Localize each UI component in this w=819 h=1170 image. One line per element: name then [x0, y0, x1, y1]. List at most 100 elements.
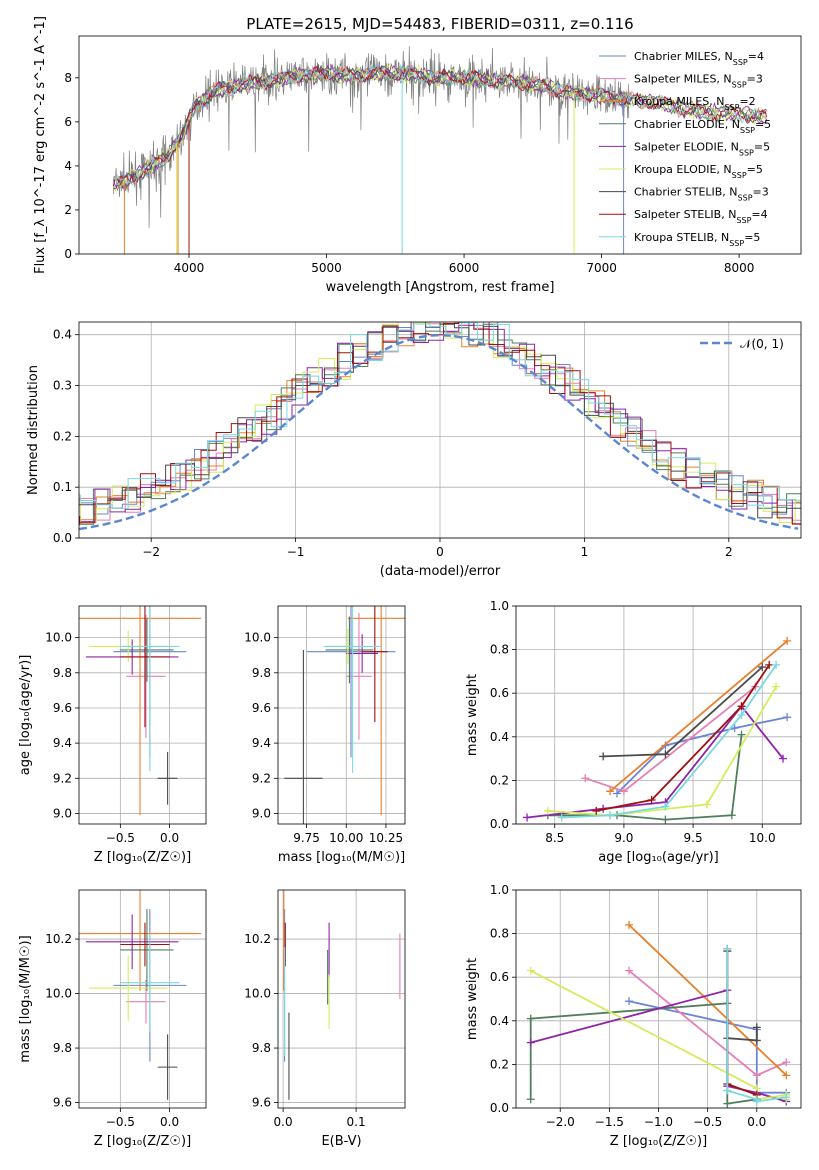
y-tick-label: 0.6	[490, 970, 509, 984]
weight-point-marker	[723, 1099, 732, 1108]
panels: 4000 5000 6000 7000 8000 0 2 4 6 8 wavelength [Ang…	[18, 16, 802, 1149]
axes-age_vs_Z: −0.5 0.0 9.0 9.2 9.4 9.6 9.8 10.0 Z [log₁₀(Z/Z☉)…	[18, 606, 206, 865]
y-tick-label: 9.6	[252, 1096, 271, 1110]
axes-residuals: −2 −1 0 1 2 0.0 0.1 0.2 0.3 0.4 (data-model)/error…	[26, 322, 801, 579]
legend-label: Chabrier ELODIE, NSSP=5	[634, 118, 771, 135]
histograms	[79, 322, 801, 531]
y-axis-label: Flux [f_λ 10^-17 erg cm^-2 s^-1 A^-1]	[33, 16, 48, 274]
y-tick-label: 2	[64, 203, 72, 217]
x-tick-label: 9.5	[684, 831, 703, 845]
y-tick-label: 10.2	[45, 932, 72, 946]
weight-point-marker	[730, 724, 739, 733]
axes-spectrum: 4000 5000 6000 7000 8000 0 2 4 6 8 wavelength [Ang…	[33, 16, 754, 295]
legend-label: Salpeter MILES, NSSP=3	[634, 73, 763, 90]
x-tick-label: 9.75	[293, 831, 320, 845]
x-tick-label: 5000	[311, 261, 342, 275]
weight-lines-weight_vs_Z	[526, 920, 791, 1108]
axes-frame	[78, 35, 802, 255]
y-tick-label: 0.2	[53, 429, 72, 443]
weight-point-marker	[647, 796, 656, 805]
weight-point-marker	[782, 1058, 791, 1067]
weight-point-marker	[779, 754, 788, 763]
weight-series-line	[603, 666, 763, 758]
histogram-step	[79, 322, 801, 525]
legend-label: Chabrier STELIB, NSSP=3	[634, 186, 769, 203]
weight-point-marker	[661, 815, 670, 824]
y-tick-label: 9.0	[252, 806, 271, 820]
y-tick-label: 9.2	[53, 771, 72, 785]
y-tick-label: 9.8	[252, 1041, 271, 1055]
weight-point-marker	[772, 682, 781, 691]
model-spectrum-line	[112, 65, 768, 187]
y-tick-label: 9.4	[252, 736, 271, 750]
y-tick-label: 0.2	[490, 1057, 509, 1071]
y-tick-label: 9.8	[53, 1041, 72, 1055]
weight-point-marker	[526, 1014, 535, 1023]
x-tick-label: 0.1	[347, 1115, 366, 1129]
x-axis-label: Z [log₁₀(Z/Z☉)]	[610, 1134, 707, 1149]
y-axis-label: mass [log₁₀(M/M☉)]	[18, 935, 33, 1062]
weight-point-marker	[526, 966, 535, 975]
y-tick-label: 1.0	[490, 883, 509, 897]
y-tick-label: 0.0	[53, 531, 72, 545]
x-tick-label: 0.0	[160, 831, 179, 845]
y-tick-label: 0.4	[53, 328, 72, 342]
weight-series-line	[584, 685, 756, 793]
y-tick-label: 0.0	[490, 1101, 509, 1115]
weight-point-marker	[737, 730, 746, 739]
y-axis-label: mass weight	[465, 958, 480, 1040]
y-tick-label: 10.0	[244, 631, 271, 645]
spectrum-legend: Chabrier MILES, NSSP=4 Salpeter MILES, NS…	[599, 50, 771, 247]
weight-point-marker	[772, 660, 781, 669]
x-tick-label: −0.5	[106, 831, 135, 845]
x-tick-label: 4000	[174, 261, 205, 275]
weight-point-marker	[625, 997, 634, 1006]
weight-point-marker	[526, 1095, 535, 1104]
x-tick-label: 1	[581, 545, 589, 559]
weight-point-marker	[599, 752, 608, 761]
axes-frame	[78, 889, 207, 1109]
x-tick-label: 8.5	[545, 831, 564, 845]
weight-point-marker	[752, 1071, 761, 1080]
y-tick-label: 9.6	[53, 1096, 72, 1110]
weight-point-marker	[752, 1036, 761, 1045]
axes-frame	[515, 889, 802, 1109]
y-tick-label: 0.1	[53, 480, 72, 494]
weight-lines-weight_vs_age	[523, 636, 792, 824]
y-tick-label: 0.8	[490, 927, 509, 941]
weight-point-marker	[765, 660, 774, 669]
weight-point-marker	[625, 920, 634, 929]
x-tick-label: 0	[436, 545, 444, 559]
x-tick-label: −1.0	[644, 1115, 673, 1129]
legend-label: Kroupa ELODIE, NSSP=5	[634, 163, 763, 180]
y-axis-label: mass weight	[465, 674, 480, 756]
y-tick-label: 0.4	[490, 1014, 509, 1028]
y-tick-label: 10.0	[45, 987, 72, 1001]
weight-series-line	[529, 1002, 757, 1105]
errorbars-mass_vs_Z	[79, 890, 202, 1100]
y-axis-label: age [log₁₀(age/yr)]	[18, 655, 33, 776]
model-spectrum-line	[113, 63, 767, 186]
model-spectrum-line	[113, 65, 767, 190]
weight-series-line	[628, 1000, 787, 1094]
y-tick-label: 8	[64, 71, 72, 85]
x-tick-label: −0.5	[693, 1115, 722, 1129]
weight-point-marker	[752, 1023, 761, 1032]
axes-frame	[515, 605, 802, 825]
weight-point-marker	[737, 702, 746, 711]
weight-point-marker	[783, 636, 792, 645]
weight-series-line	[628, 924, 787, 1076]
x-tick-label: 0.0	[274, 1115, 293, 1129]
y-tick-label: 0.6	[490, 686, 509, 700]
x-tick-label: 10.00	[329, 831, 363, 845]
normal-curve	[79, 333, 799, 531]
y-tick-label: 0.3	[53, 379, 72, 393]
x-tick-label: 9.0	[614, 831, 633, 845]
y-tick-label: 9.8	[53, 666, 72, 680]
weight-point-marker	[661, 750, 670, 759]
axes-frame	[277, 605, 406, 825]
weight-series-line	[547, 734, 743, 821]
histogram-step	[79, 322, 801, 509]
x-axis-label: wavelength [Angstrom, rest frame]	[326, 280, 555, 295]
